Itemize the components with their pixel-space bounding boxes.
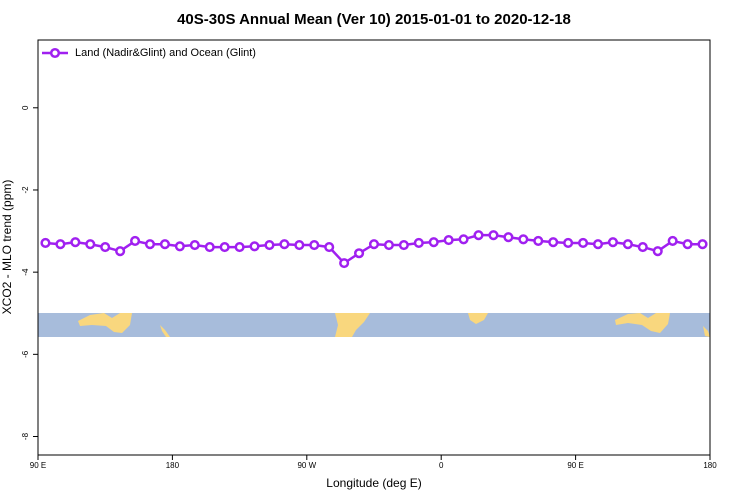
- data-point: [563, 237, 574, 249]
- data-point: [204, 242, 215, 253]
- data-point: [488, 230, 499, 241]
- data-point: [682, 239, 693, 250]
- data-point: [40, 237, 51, 249]
- data-point: [130, 235, 141, 246]
- data-point: [592, 239, 604, 250]
- data-point: [324, 242, 335, 253]
- data-point: [533, 235, 544, 246]
- data-point: [428, 237, 439, 248]
- data-point: [70, 237, 81, 248]
- plot-frame: [37, 39, 711, 456]
- x-axis-label: Longitude (deg E): [326, 476, 421, 490]
- data-point: [249, 241, 260, 252]
- data-point: [115, 246, 126, 257]
- x-tick-label: 180: [703, 461, 717, 470]
- data-point: [458, 234, 469, 245]
- data-point: [443, 235, 454, 246]
- data-point: [622, 239, 633, 250]
- y-axis-label: XCO2 - MLO trend (ppm): [0, 180, 14, 315]
- legend-marker: [49, 47, 61, 59]
- data-point: [697, 239, 708, 250]
- x-tick-label: 0: [439, 461, 444, 470]
- data-point: [503, 232, 514, 243]
- data-point: [309, 239, 320, 251]
- data-point: [294, 239, 305, 251]
- data-point: [607, 237, 618, 248]
- data-point: [264, 239, 275, 251]
- data-point: [398, 239, 409, 251]
- data-point: [55, 239, 66, 250]
- data-point: [159, 239, 170, 250]
- data-point: [413, 237, 424, 249]
- data-point: [354, 248, 365, 259]
- data-point: [100, 242, 111, 253]
- data-point: [383, 239, 394, 251]
- data-point: [473, 230, 484, 241]
- data-point: [637, 242, 648, 253]
- data-point: [518, 234, 529, 245]
- data-point: [667, 235, 678, 246]
- x-tick-label: 90 W: [297, 461, 316, 470]
- data-point: [189, 239, 200, 251]
- data-point: [234, 242, 245, 253]
- data-point: [578, 237, 589, 249]
- map-inset: [38, 313, 710, 337]
- y-tick-label: -2: [21, 186, 30, 194]
- chart-title: 40S-30S Annual Mean (Ver 10) 2015-01-01 …: [177, 11, 571, 28]
- x-tick-label: 180: [166, 461, 180, 470]
- data-point: [144, 239, 156, 250]
- data-point: [279, 239, 290, 250]
- data-point: [219, 242, 230, 253]
- y-tick-label: -4: [21, 268, 30, 276]
- data-point: [85, 239, 96, 250]
- x-tick-label: 90 E: [567, 461, 583, 470]
- data-point: [339, 258, 350, 269]
- data-point: [368, 239, 380, 250]
- y-tick-label: 0: [21, 105, 30, 110]
- y-tick-label: -8: [21, 432, 30, 440]
- y-tick-label: -6: [21, 350, 30, 358]
- data-point: [548, 237, 559, 248]
- x-tick-label: 90 E: [30, 461, 46, 470]
- data-point: [174, 241, 185, 252]
- data-point: [652, 246, 663, 257]
- legend-label: Land (Nadir&Glint) and Ocean (Glint): [75, 47, 256, 59]
